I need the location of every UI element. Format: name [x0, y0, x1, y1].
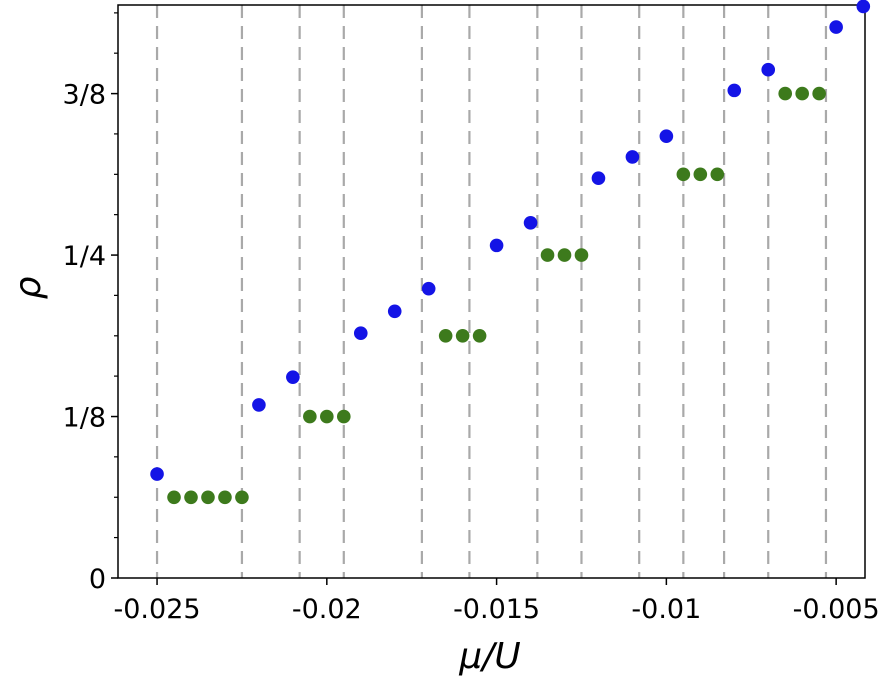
green-data-point [235, 490, 249, 505]
blue-data-point [353, 326, 368, 341]
blue-data-point [387, 304, 402, 319]
green-data-point [218, 490, 232, 505]
green-data-point [184, 490, 198, 505]
blue-data-point [856, 0, 871, 14]
data-points [150, 0, 871, 505]
green-data-point [455, 329, 470, 343]
green-data-point [778, 86, 793, 101]
green-data-point [557, 248, 572, 262]
x-tick-label: -0.005 [793, 594, 880, 625]
blue-data-point [523, 215, 538, 230]
blue-data-point [489, 238, 504, 253]
green-data-point [303, 409, 317, 424]
green-data-point [676, 167, 691, 182]
y-tick-label: 0 [89, 564, 106, 595]
green-data-point [472, 329, 487, 343]
green-data-point [320, 409, 334, 424]
blue-data-point [829, 20, 843, 34]
x-tick-label: -0.01 [631, 594, 701, 625]
plot-frame [117, 4, 866, 579]
blue-data-point [591, 171, 606, 186]
axis-ticks: -0.025 -0.02 -0.015 -0.01 -0.005 0 1/8 1/4 3/8 [63, 12, 880, 625]
blue-data-point [421, 281, 436, 296]
blue-data-point [150, 467, 164, 481]
blue-data-point [252, 398, 266, 412]
y-axis-label: ρ [8, 276, 49, 299]
x-tick-label: -0.02 [292, 594, 362, 625]
green-data-point [201, 490, 215, 505]
y-tick-label: 1/4 [63, 241, 106, 272]
x-axis-label: μ/U [458, 636, 520, 677]
blue-data-point [659, 129, 674, 144]
blue-data-point [286, 370, 300, 384]
blue-data-point [761, 62, 776, 77]
x-tick-label: -0.015 [453, 594, 540, 625]
green-data-point [693, 167, 708, 182]
plot-border [117, 4, 866, 579]
y-tick-label: 3/8 [63, 80, 106, 111]
green-data-point [574, 248, 589, 262]
green-data-point [795, 86, 809, 101]
green-data-point [710, 167, 725, 182]
green-data-point [812, 86, 826, 101]
green-data-point [540, 248, 555, 262]
x-tick-label: -0.025 [114, 594, 201, 625]
blue-data-point [727, 83, 742, 98]
y-tick-label: 1/8 [63, 403, 106, 434]
green-data-point [336, 409, 351, 424]
green-data-point [438, 329, 453, 343]
green-data-point [167, 490, 181, 505]
dashed-reference-lines [155, 5, 828, 578]
blue-data-point [625, 150, 640, 164]
